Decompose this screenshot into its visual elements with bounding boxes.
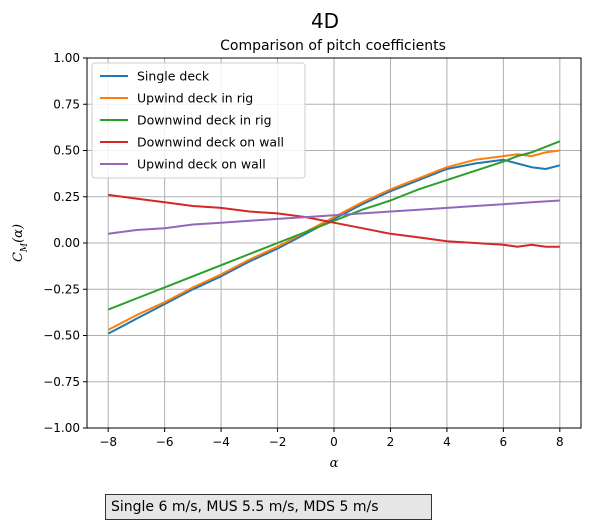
legend-entry: Upwind deck on wall xyxy=(137,157,266,172)
y-tick-label: 0.00 xyxy=(53,236,80,250)
x-tick-label: 2 xyxy=(387,435,395,449)
y-tick-label: 0.50 xyxy=(53,144,80,158)
series-line-2 xyxy=(107,149,560,331)
series-line-1 xyxy=(107,158,561,335)
legend-entry: Downwind deck in rig xyxy=(137,113,272,128)
y-tick-label: −0.75 xyxy=(43,375,80,389)
x-tick-label: −8 xyxy=(99,435,117,449)
legend-entry: Upwind deck in rig xyxy=(137,91,253,106)
chart-title: Comparison of pitch coefficients xyxy=(220,38,446,54)
y-tick-label: −0.25 xyxy=(43,282,80,296)
legend-entry: Downwind deck on wall xyxy=(137,135,284,150)
y-tick-label: 0.75 xyxy=(53,97,80,111)
y-tick-label: −0.50 xyxy=(43,329,80,343)
y-axis-label: CM(α) xyxy=(11,224,30,262)
y-tick-label: −1.00 xyxy=(43,421,80,435)
x-tick-label: 6 xyxy=(500,435,508,449)
footer-annotation: Single 6 m/s, MUS 5.5 m/s, MDS 5 m/s xyxy=(105,494,432,520)
x-tick-label: 4 xyxy=(443,435,451,449)
y-tick-label: 0.25 xyxy=(53,190,80,204)
x-tick-label: −4 xyxy=(212,435,230,449)
axis-ticks: −8 −6 −4 −2 0 2 4 6 8 −1.00 −0.75 −0.50 −0.25 0.00 0.2… xyxy=(43,51,563,449)
x-tick-label: 0 xyxy=(330,435,338,449)
legend-entry: Single deck xyxy=(137,69,210,84)
legend-frame xyxy=(91,62,306,179)
series-line-5 xyxy=(108,199,560,235)
legend: Single deck Upwind deck in rig Downwind de… xyxy=(91,62,306,179)
y-tick-label: 1.00 xyxy=(53,51,80,65)
x-tick-label: −6 xyxy=(156,435,174,449)
series-lines xyxy=(107,140,561,335)
series-line-4 xyxy=(108,193,560,248)
x-tick-label: 8 xyxy=(556,435,564,449)
series-line-3 xyxy=(107,140,561,311)
x-axis-label: α xyxy=(330,456,339,471)
x-tick-label: −2 xyxy=(269,435,287,449)
pitch-coefficient-chart: 4D Comparison of pitch coefficients −8 −6… xyxy=(11,9,582,471)
figure-suptitle: 4D xyxy=(311,9,339,33)
